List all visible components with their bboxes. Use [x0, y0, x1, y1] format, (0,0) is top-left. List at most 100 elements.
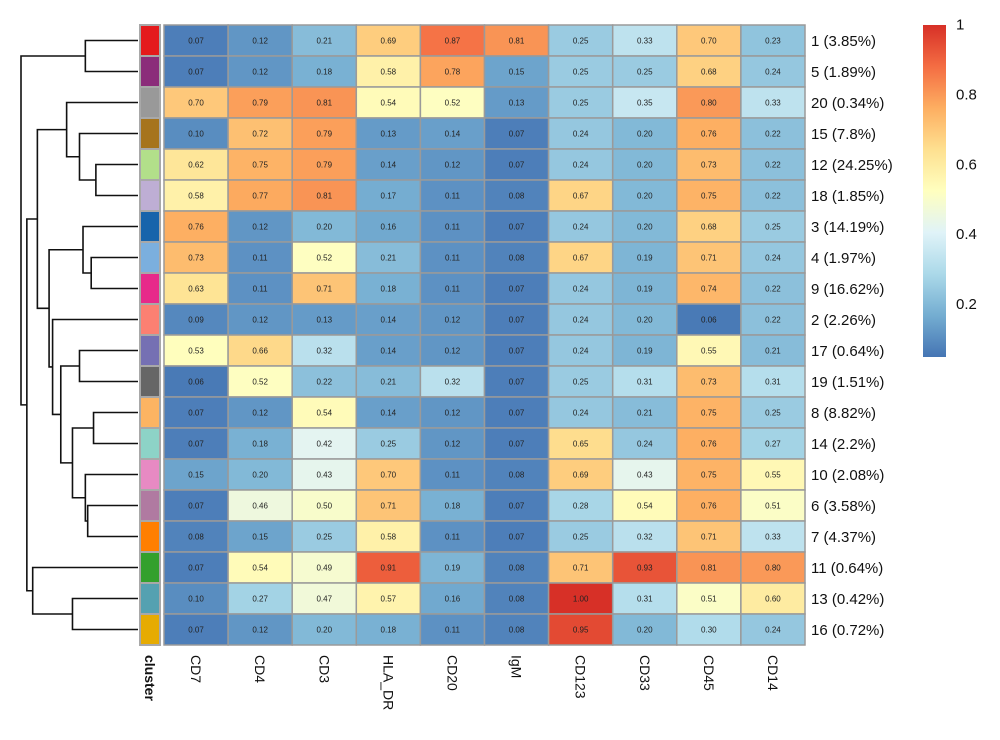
cell-value-label: 0.09	[188, 316, 204, 325]
cell-value-label: 0.18	[445, 502, 461, 511]
cell-value-label: 0.51	[701, 595, 717, 604]
dendrogram-branch	[71, 427, 94, 499]
cell-value-label: 0.72	[252, 130, 268, 139]
cell-value-label: 0.73	[188, 254, 204, 263]
cell-value-label: 0.52	[252, 378, 268, 387]
cell-value-label: 0.08	[509, 626, 525, 635]
cell-value-label: 0.18	[381, 626, 397, 635]
cell-value-label: 0.08	[188, 533, 204, 542]
heatmap-cell	[483, 427, 550, 460]
cell-value-label: 0.12	[445, 316, 461, 325]
cell-value-label: 0.91	[381, 564, 397, 573]
cell-value-label: 0.11	[445, 533, 461, 542]
cell-value-label: 0.24	[573, 316, 589, 325]
heatmap-cell	[611, 365, 678, 398]
cell-value-label: 0.54	[381, 99, 397, 108]
heatmap-cell	[355, 489, 422, 522]
cell-value-label: 0.24	[765, 626, 781, 635]
cell-value-label: 0.71	[573, 564, 589, 573]
dendrogram-branch	[65, 101, 138, 158]
heatmap-cell	[676, 489, 742, 522]
heatmap-cell	[547, 86, 614, 119]
row-label: 20 (0.34%)	[811, 95, 884, 112]
heatmap-cell	[676, 396, 742, 429]
heatmap-cell	[163, 86, 229, 119]
cell-value-label: 0.07	[188, 409, 204, 418]
column-label: CD123	[573, 655, 589, 699]
column-label: CD20	[444, 655, 460, 691]
cell-value-label: 0.11	[445, 223, 461, 232]
cell-value-label: 0.07	[509, 502, 525, 511]
heatmap-cell	[355, 582, 422, 615]
cluster-swatch-15	[141, 119, 159, 148]
cell-value-label: 0.76	[701, 440, 717, 449]
cell-value-label: 0.12	[252, 68, 268, 77]
cell-value-label: 0.25	[573, 37, 589, 46]
cell-value-label: 0.24	[573, 130, 589, 139]
column-label: CD14	[765, 655, 781, 691]
cell-value-label: 0.33	[765, 533, 781, 542]
row-label: 3 (14.19%)	[811, 219, 884, 236]
heatmap-cell	[355, 55, 422, 88]
cell-value-label: 0.07	[509, 130, 525, 139]
heatmap-cell	[291, 582, 358, 615]
dendrogram-branch	[51, 318, 138, 416]
dendrogram-branch	[36, 128, 67, 310]
heatmap-cell	[227, 582, 293, 615]
dendrogram-branch	[84, 473, 138, 522]
cell-value-label: 0.11	[445, 626, 461, 635]
cell-value-label: 0.13	[381, 130, 397, 139]
heatmap-cell	[740, 148, 806, 181]
heatmap-cell	[227, 86, 293, 119]
cell-value-label: 0.07	[188, 564, 204, 573]
cell-value-label: 0.54	[637, 502, 653, 511]
cell-value-label: 0.07	[188, 37, 204, 46]
cluster-swatch-4	[141, 243, 159, 272]
cell-value-label: 0.07	[509, 161, 525, 170]
cell-value-label: 0.08	[509, 595, 525, 604]
cell-value-label: 0.15	[509, 68, 525, 77]
heatmap-cell	[227, 458, 293, 491]
heatmap-cell	[547, 582, 614, 615]
dendrogram-branch	[95, 163, 138, 197]
heatmap-cell	[163, 241, 229, 274]
cluster-swatch-20	[141, 88, 159, 117]
cluster-swatch-11	[141, 553, 159, 582]
legend-tick-label: 0.4	[956, 226, 977, 243]
cell-value-label: 0.07	[509, 285, 525, 294]
cell-value-label: 0.07	[188, 68, 204, 77]
cell-value-label: 0.22	[765, 161, 781, 170]
heatmap-cell	[419, 55, 486, 88]
heatmap-cell	[547, 334, 614, 367]
cell-value-label: 0.21	[381, 254, 397, 263]
heatmap-cell	[227, 272, 293, 305]
cell-value-label: 0.49	[316, 564, 332, 573]
cell-value-label: 0.71	[701, 254, 717, 263]
cell-value-label: 0.87	[445, 37, 461, 46]
cell-value-label: 0.28	[573, 502, 589, 511]
cell-value-label: 0.08	[509, 564, 525, 573]
cell-value-label: 0.23	[765, 37, 781, 46]
row-label: 18 (1.85%)	[811, 188, 884, 205]
legend-colorbar	[923, 25, 946, 357]
cell-value-label: 0.22	[765, 316, 781, 325]
cell-value-label: 0.12	[252, 37, 268, 46]
cell-value-label: 0.68	[701, 223, 717, 232]
cell-value-label: 0.22	[316, 378, 332, 387]
heatmap-cell	[419, 210, 486, 243]
cell-value-label: 0.22	[765, 285, 781, 294]
heatmap-cell	[483, 489, 550, 522]
cell-value-label: 0.80	[701, 99, 717, 108]
heatmap-cell	[163, 303, 229, 336]
cell-value-label: 0.76	[701, 502, 717, 511]
cell-value-label: 0.20	[637, 161, 653, 170]
heatmap-cell	[483, 272, 550, 305]
cell-value-label: 0.21	[637, 409, 653, 418]
cell-value-label: 0.67	[573, 192, 589, 201]
dendrogram-branch	[26, 218, 38, 592]
cell-value-label: 0.18	[252, 440, 268, 449]
cell-value-label: 0.18	[316, 68, 332, 77]
cluster-annotation-bar	[139, 24, 161, 646]
cell-value-label: 0.20	[637, 223, 653, 232]
